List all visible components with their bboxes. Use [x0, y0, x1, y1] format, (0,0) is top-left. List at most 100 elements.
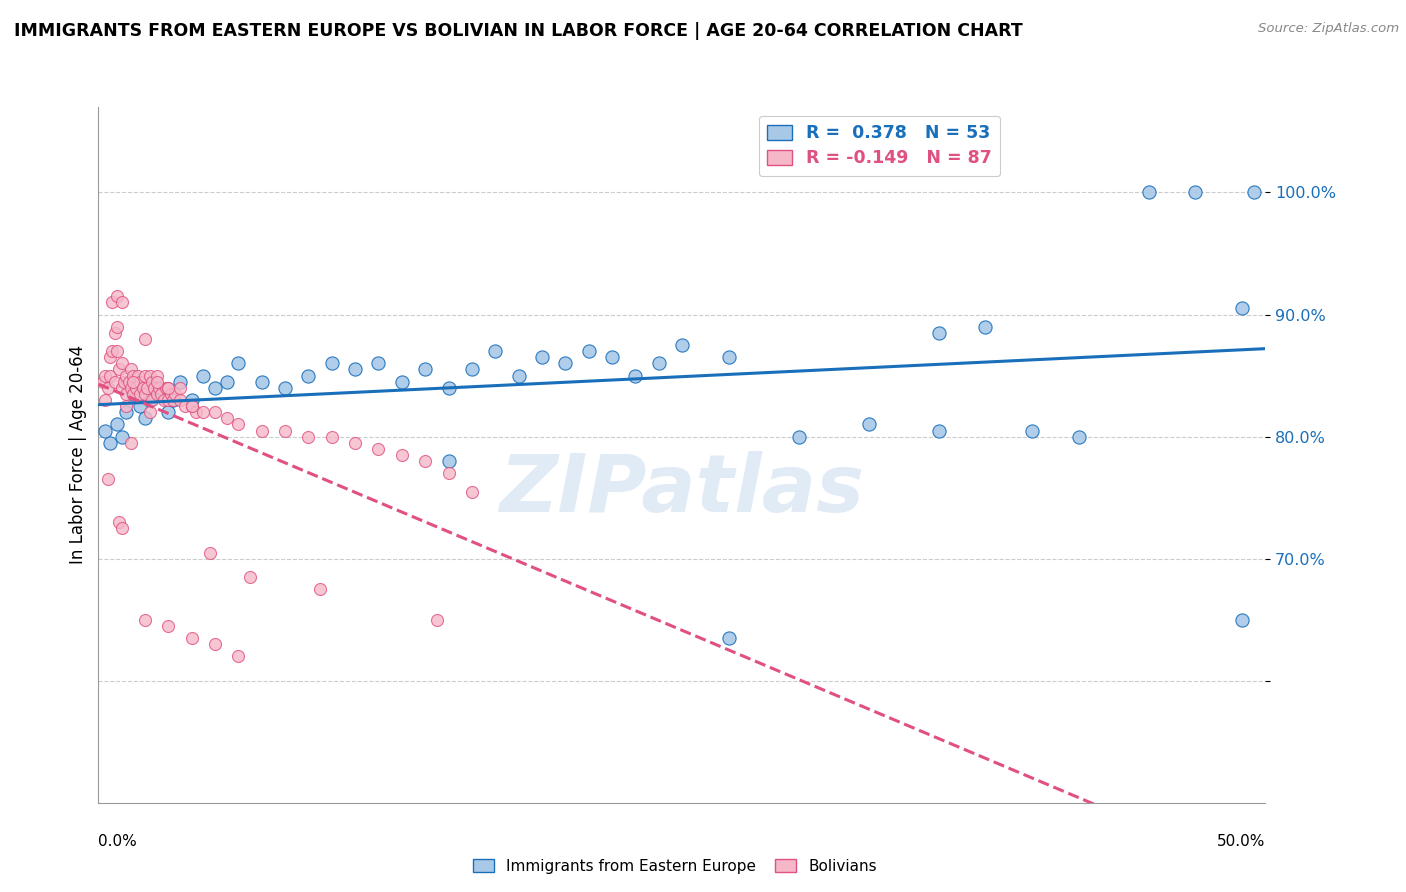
Point: [94, 392, 117, 407]
Point: [101, 344, 124, 359]
Point: [120, 362, 142, 376]
Point: [148, 381, 170, 395]
Point: [228, 649, 250, 664]
Point: [98, 368, 121, 383]
Point: [143, 381, 166, 395]
Text: 0.0%: 0.0%: [98, 834, 138, 849]
Point: [122, 387, 145, 401]
Point: [101, 295, 124, 310]
Point: [157, 619, 180, 633]
Point: [108, 362, 131, 376]
Point: [169, 392, 191, 407]
Point: [1021, 424, 1043, 438]
Point: [127, 368, 149, 383]
Point: [162, 392, 184, 407]
Point: [141, 392, 163, 407]
Point: [1230, 613, 1253, 627]
Point: [129, 399, 152, 413]
Point: [134, 613, 156, 627]
Point: [97, 472, 120, 486]
Legend: R =  0.378   N = 53, R = -0.149   N = 87: R = 0.378 N = 53, R = -0.149 N = 87: [759, 116, 1000, 176]
Text: ZIPatlas: ZIPatlas: [499, 450, 865, 529]
Point: [105, 319, 128, 334]
Point: [157, 381, 180, 395]
Point: [139, 392, 162, 407]
Point: [530, 351, 553, 365]
Point: [508, 368, 530, 383]
Point: [134, 387, 156, 401]
Point: [146, 381, 169, 395]
Point: [111, 356, 134, 370]
Point: [139, 405, 162, 419]
Point: [122, 368, 145, 383]
Point: [98, 351, 121, 365]
Point: [461, 362, 484, 376]
Point: [437, 467, 460, 481]
Point: [98, 435, 121, 450]
Point: [1184, 186, 1206, 200]
Point: [120, 381, 142, 395]
Point: [413, 362, 436, 376]
Point: [215, 411, 238, 425]
Point: [858, 417, 880, 432]
Point: [787, 429, 810, 443]
Point: [115, 387, 138, 401]
Point: [1067, 429, 1090, 443]
Point: [717, 351, 740, 365]
Point: [125, 381, 148, 395]
Point: [274, 381, 297, 395]
Point: [91, 375, 114, 389]
Point: [122, 387, 145, 401]
Point: [120, 435, 142, 450]
Point: [624, 368, 647, 383]
Point: [136, 381, 159, 395]
Point: [647, 356, 669, 370]
Point: [1137, 186, 1160, 200]
Point: [204, 405, 226, 419]
Point: [134, 368, 156, 383]
Point: [413, 454, 436, 468]
Point: [169, 381, 191, 395]
Point: [200, 545, 222, 559]
Point: [461, 484, 484, 499]
Point: [139, 368, 162, 383]
Point: [105, 289, 128, 303]
Point: [974, 319, 997, 334]
Point: [146, 368, 169, 383]
Point: [129, 387, 152, 401]
Point: [169, 375, 191, 389]
Point: [228, 356, 250, 370]
Point: [146, 375, 169, 389]
Point: [1243, 186, 1265, 200]
Point: [104, 375, 127, 389]
Point: [215, 375, 238, 389]
Text: 50.0%: 50.0%: [1218, 834, 1265, 849]
Point: [157, 381, 180, 395]
Point: [344, 435, 367, 450]
Point: [180, 399, 202, 413]
Point: [321, 356, 343, 370]
Point: [94, 424, 117, 438]
Point: [928, 424, 950, 438]
Point: [309, 582, 332, 597]
Point: [150, 387, 173, 401]
Point: [134, 332, 156, 346]
Point: [173, 399, 195, 413]
Point: [111, 521, 134, 535]
Point: [111, 381, 134, 395]
Point: [152, 387, 174, 401]
Point: [426, 613, 449, 627]
Point: [204, 381, 226, 395]
Point: [180, 631, 202, 645]
Point: [193, 405, 215, 419]
Point: [146, 387, 169, 401]
Point: [118, 375, 141, 389]
Point: [122, 375, 145, 389]
Point: [554, 356, 576, 370]
Point: [115, 399, 138, 413]
Point: [111, 429, 134, 443]
Point: [391, 448, 413, 462]
Point: [186, 405, 208, 419]
Point: [274, 424, 297, 438]
Point: [671, 338, 693, 352]
